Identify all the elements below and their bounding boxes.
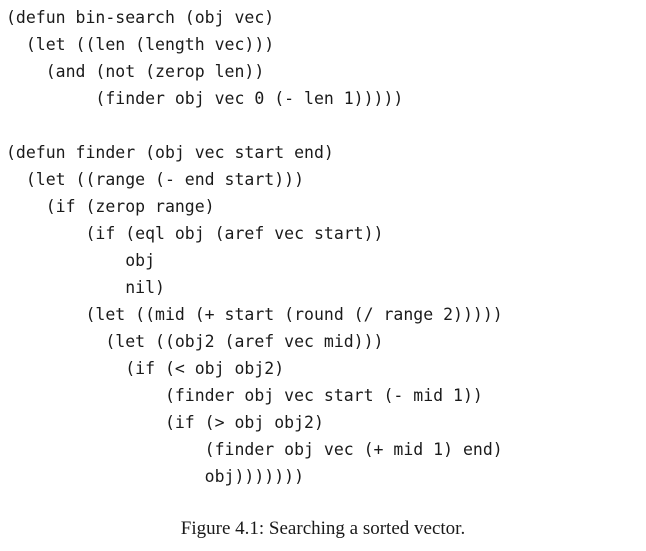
code-line: (finder obj vec start (- mid 1))	[6, 386, 483, 405]
code-line: (if (< obj obj2)	[6, 359, 285, 378]
code-line: (defun finder (obj vec start end)	[6, 143, 334, 162]
code-listing: (defun bin-search (obj vec) (let ((len (…	[6, 4, 503, 490]
code-line: nil)	[6, 278, 165, 297]
code-line: (let ((obj2 (aref vec mid)))	[6, 332, 384, 351]
code-line: (defun bin-search (obj vec)	[6, 8, 275, 27]
code-line: (let ((len (length vec)))	[6, 35, 275, 54]
code-line: obj)))))))	[6, 467, 305, 486]
code-line: (finder obj vec 0 (- len 1)))))	[6, 89, 404, 108]
figure-caption: Figure 4.1: Searching a sorted vector.	[180, 518, 466, 539]
code-line: (if (> obj obj2)	[6, 413, 324, 432]
code-line: (if (eql obj (aref vec start))	[6, 224, 384, 243]
code-line: (if (zerop range)	[6, 197, 215, 216]
code-line: (let ((range (- end start)))	[6, 170, 305, 189]
code-line: (and (not (zerop len))	[6, 62, 265, 81]
code-line: (finder obj vec (+ mid 1) end)	[6, 440, 503, 459]
code-line: obj	[6, 251, 156, 270]
code-line	[6, 112, 503, 139]
code-line: (let ((mid (+ start (round (/ range 2)))…	[6, 305, 503, 324]
